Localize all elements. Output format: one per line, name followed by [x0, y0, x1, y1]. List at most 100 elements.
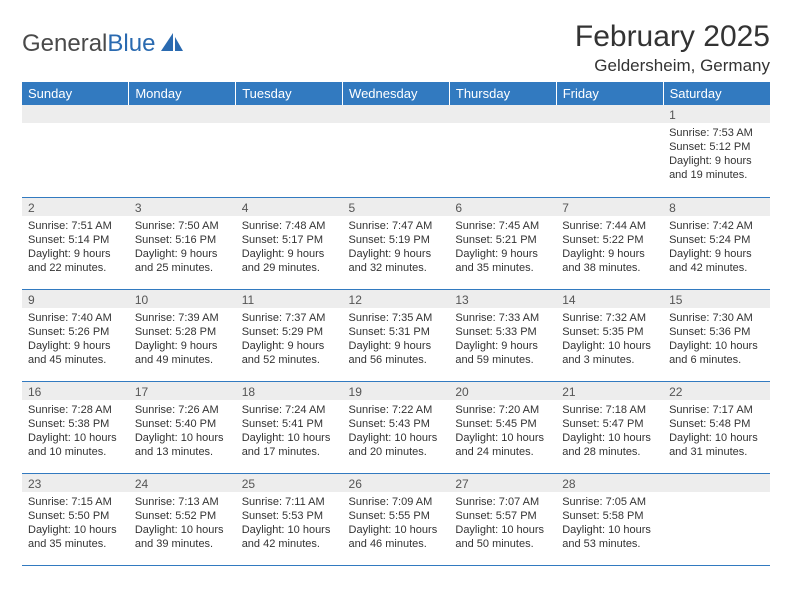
sunset-text: Sunset: 5:26 PM — [28, 325, 123, 339]
calendar-cell: 26Sunrise: 7:09 AMSunset: 5:55 PMDayligh… — [343, 473, 450, 565]
day-body: Sunrise: 7:37 AMSunset: 5:29 PMDaylight:… — [236, 308, 343, 371]
day-body: Sunrise: 7:47 AMSunset: 5:19 PMDaylight:… — [343, 216, 450, 279]
day-body: Sunrise: 7:42 AMSunset: 5:24 PMDaylight:… — [663, 216, 770, 279]
day-body: Sunrise: 7:15 AMSunset: 5:50 PMDaylight:… — [22, 492, 129, 555]
daylight-text: Daylight: 9 hours and 19 minutes. — [669, 154, 764, 182]
daylight-text: Daylight: 10 hours and 3 minutes. — [562, 339, 657, 367]
calendar-cell: 19Sunrise: 7:22 AMSunset: 5:43 PMDayligh… — [343, 381, 450, 473]
day-number — [236, 105, 343, 123]
calendar-cell: 20Sunrise: 7:20 AMSunset: 5:45 PMDayligh… — [449, 381, 556, 473]
sunset-text: Sunset: 5:14 PM — [28, 233, 123, 247]
calendar-cell — [129, 105, 236, 197]
sunset-text: Sunset: 5:48 PM — [669, 417, 764, 431]
weekday-header: Thursday — [449, 82, 556, 105]
day-number — [22, 105, 129, 123]
logo: GeneralBlue — [22, 30, 185, 58]
daylight-text: Daylight: 9 hours and 38 minutes. — [562, 247, 657, 275]
sunrise-text: Sunrise: 7:48 AM — [242, 219, 337, 233]
daylight-text: Daylight: 10 hours and 6 minutes. — [669, 339, 764, 367]
logo-text-general: General — [22, 30, 107, 57]
sunset-text: Sunset: 5:36 PM — [669, 325, 764, 339]
calendar-table: SundayMondayTuesdayWednesdayThursdayFrid… — [22, 82, 770, 566]
daylight-text: Daylight: 9 hours and 56 minutes. — [349, 339, 444, 367]
sunset-text: Sunset: 5:40 PM — [135, 417, 230, 431]
day-number — [556, 105, 663, 123]
day-number: 17 — [129, 382, 236, 400]
day-body: Sunrise: 7:09 AMSunset: 5:55 PMDaylight:… — [343, 492, 450, 555]
day-body: Sunrise: 7:07 AMSunset: 5:57 PMDaylight:… — [449, 492, 556, 555]
day-number: 20 — [449, 382, 556, 400]
daylight-text: Daylight: 9 hours and 52 minutes. — [242, 339, 337, 367]
calendar-week-row: 9Sunrise: 7:40 AMSunset: 5:26 PMDaylight… — [22, 289, 770, 381]
day-number: 2 — [22, 198, 129, 216]
sunrise-text: Sunrise: 7:15 AM — [28, 495, 123, 509]
calendar-cell — [22, 105, 129, 197]
sunset-text: Sunset: 5:41 PM — [242, 417, 337, 431]
day-number: 22 — [663, 382, 770, 400]
day-body: Sunrise: 7:30 AMSunset: 5:36 PMDaylight:… — [663, 308, 770, 371]
calendar-cell — [449, 105, 556, 197]
sunrise-text: Sunrise: 7:13 AM — [135, 495, 230, 509]
logo-text-blue: Blue — [107, 30, 155, 57]
sunrise-text: Sunrise: 7:44 AM — [562, 219, 657, 233]
day-number: 18 — [236, 382, 343, 400]
day-body: Sunrise: 7:48 AMSunset: 5:17 PMDaylight:… — [236, 216, 343, 279]
sunset-text: Sunset: 5:33 PM — [455, 325, 550, 339]
daylight-text: Daylight: 9 hours and 32 minutes. — [349, 247, 444, 275]
title-block: February 2025 Geldersheim, Germany — [575, 20, 770, 76]
weekday-header: Sunday — [22, 82, 129, 105]
day-number: 5 — [343, 198, 450, 216]
calendar-cell: 8Sunrise: 7:42 AMSunset: 5:24 PMDaylight… — [663, 197, 770, 289]
calendar-week-row: 1Sunrise: 7:53 AMSunset: 5:12 PMDaylight… — [22, 105, 770, 197]
calendar-cell: 9Sunrise: 7:40 AMSunset: 5:26 PMDaylight… — [22, 289, 129, 381]
day-number: 6 — [449, 198, 556, 216]
day-number: 23 — [22, 474, 129, 492]
day-number: 7 — [556, 198, 663, 216]
weekday-header: Friday — [556, 82, 663, 105]
header-row: GeneralBlue February 2025 Geldersheim, G… — [22, 20, 770, 76]
calendar-cell: 15Sunrise: 7:30 AMSunset: 5:36 PMDayligh… — [663, 289, 770, 381]
calendar-cell: 22Sunrise: 7:17 AMSunset: 5:48 PMDayligh… — [663, 381, 770, 473]
day-number: 12 — [343, 290, 450, 308]
day-number: 27 — [449, 474, 556, 492]
calendar-week-row: 23Sunrise: 7:15 AMSunset: 5:50 PMDayligh… — [22, 473, 770, 565]
calendar-cell: 21Sunrise: 7:18 AMSunset: 5:47 PMDayligh… — [556, 381, 663, 473]
sunset-text: Sunset: 5:31 PM — [349, 325, 444, 339]
sunrise-text: Sunrise: 7:47 AM — [349, 219, 444, 233]
calendar-cell: 13Sunrise: 7:33 AMSunset: 5:33 PMDayligh… — [449, 289, 556, 381]
day-body: Sunrise: 7:51 AMSunset: 5:14 PMDaylight:… — [22, 216, 129, 279]
calendar-cell: 27Sunrise: 7:07 AMSunset: 5:57 PMDayligh… — [449, 473, 556, 565]
sunrise-text: Sunrise: 7:11 AM — [242, 495, 337, 509]
day-number: 19 — [343, 382, 450, 400]
day-body: Sunrise: 7:20 AMSunset: 5:45 PMDaylight:… — [449, 400, 556, 463]
sunrise-text: Sunrise: 7:37 AM — [242, 311, 337, 325]
sunrise-text: Sunrise: 7:17 AM — [669, 403, 764, 417]
daylight-text: Daylight: 10 hours and 24 minutes. — [455, 431, 550, 459]
day-body: Sunrise: 7:13 AMSunset: 5:52 PMDaylight:… — [129, 492, 236, 555]
sunrise-text: Sunrise: 7:39 AM — [135, 311, 230, 325]
daylight-text: Daylight: 9 hours and 59 minutes. — [455, 339, 550, 367]
logo-text: GeneralBlue — [22, 30, 155, 58]
sunrise-text: Sunrise: 7:26 AM — [135, 403, 230, 417]
daylight-text: Daylight: 10 hours and 46 minutes. — [349, 523, 444, 551]
calendar-header: SundayMondayTuesdayWednesdayThursdayFrid… — [22, 82, 770, 105]
calendar-cell: 4Sunrise: 7:48 AMSunset: 5:17 PMDaylight… — [236, 197, 343, 289]
day-number — [663, 474, 770, 492]
sunset-text: Sunset: 5:17 PM — [242, 233, 337, 247]
calendar-cell — [556, 105, 663, 197]
day-number — [343, 105, 450, 123]
sunset-text: Sunset: 5:24 PM — [669, 233, 764, 247]
calendar-cell: 28Sunrise: 7:05 AMSunset: 5:58 PMDayligh… — [556, 473, 663, 565]
calendar-cell: 18Sunrise: 7:24 AMSunset: 5:41 PMDayligh… — [236, 381, 343, 473]
calendar-cell: 17Sunrise: 7:26 AMSunset: 5:40 PMDayligh… — [129, 381, 236, 473]
daylight-text: Daylight: 9 hours and 22 minutes. — [28, 247, 123, 275]
month-title: February 2025 — [575, 20, 770, 54]
sunset-text: Sunset: 5:43 PM — [349, 417, 444, 431]
sunrise-text: Sunrise: 7:45 AM — [455, 219, 550, 233]
daylight-text: Daylight: 10 hours and 50 minutes. — [455, 523, 550, 551]
calendar-week-row: 16Sunrise: 7:28 AMSunset: 5:38 PMDayligh… — [22, 381, 770, 473]
day-body: Sunrise: 7:33 AMSunset: 5:33 PMDaylight:… — [449, 308, 556, 371]
day-number: 21 — [556, 382, 663, 400]
sunset-text: Sunset: 5:57 PM — [455, 509, 550, 523]
day-number — [449, 105, 556, 123]
